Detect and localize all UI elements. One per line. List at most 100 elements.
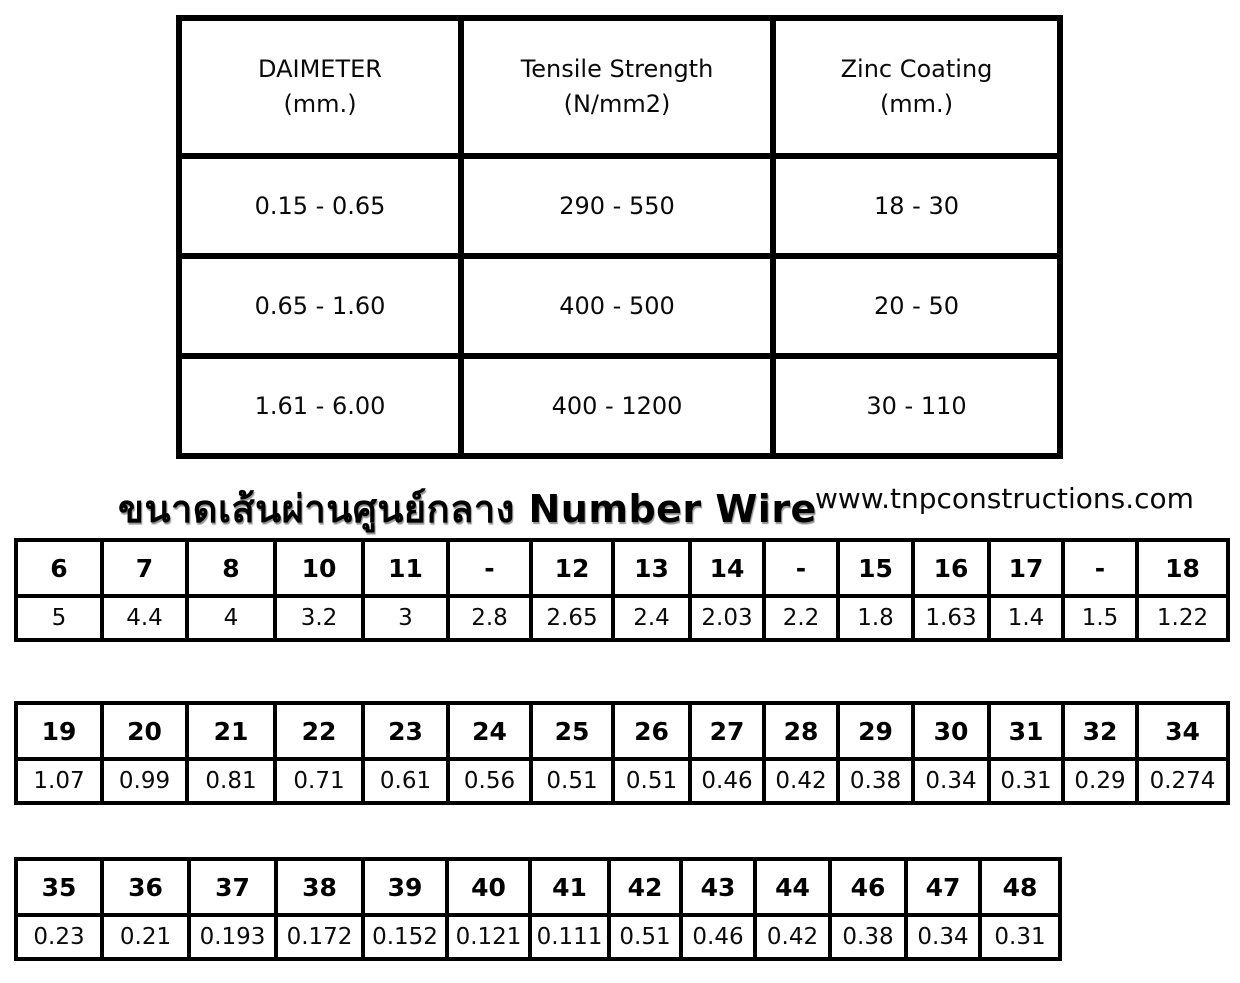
wire-number-cell: 35: [14, 857, 104, 917]
wire-diameter-cell: 0.46: [688, 757, 766, 805]
wire-diameter-row: 1.07 0.99 0.81 0.71 0.61 0.56 0.51 0.51 0.46 0.42…: [14, 757, 1230, 805]
wire-diameter-cell: 0.51: [607, 913, 683, 961]
spec-row: 0.15 - 0.65 290 - 550 18 - 30: [176, 153, 1063, 259]
wire-diameter-cell: 4.4: [100, 594, 189, 642]
wire-number-cell: 16: [911, 538, 991, 598]
wire-number-cell: 38: [274, 857, 365, 917]
wire-diameter-cell: 0.23: [14, 913, 104, 961]
wire-number-cell: 42: [607, 857, 683, 917]
wire-diameter-cell: 0.152: [361, 913, 449, 961]
spec-header-diameter-line1: DAIMETER: [258, 55, 382, 84]
spec-cell-zinc: 18 - 30: [770, 153, 1063, 259]
wire-diameter-cell: 0.38: [836, 757, 915, 805]
wire-diameter-row: 0.23 0.21 0.193 0.172 0.152 0.121 0.111 0.51 0.4…: [14, 913, 1062, 961]
wire-number-cell: 27: [688, 701, 766, 761]
wire-number-row: 19 20 21 22 23 24 25 26 27 28 29 30 31 32 34: [14, 701, 1230, 761]
wire-diameter-cell: 0.51: [529, 757, 615, 805]
wire-number-cell: 17: [987, 538, 1065, 598]
wire-diameter-cell: 0.274: [1135, 757, 1230, 805]
wire-diameter-cell: 0.61: [361, 757, 450, 805]
wire-diameter-cell: 0.56: [446, 757, 533, 805]
spec-header-tensile: Tensile Strength (N/mm2): [458, 15, 776, 159]
wire-diameter-cell: 0.46: [679, 913, 757, 961]
wire-number-cell: 40: [445, 857, 532, 917]
wire-diameter-cell: 3: [361, 594, 450, 642]
wire-number-cell: 26: [611, 701, 692, 761]
wire-diameter-cell: 0.42: [762, 757, 840, 805]
wire-number-cell: -: [446, 538, 533, 598]
wire-number-cell: 11: [361, 538, 450, 598]
spec-cell-diameter: 1.61 - 6.00: [176, 353, 464, 459]
wire-diameter-cell: 0.42: [753, 913, 832, 961]
spec-cell-diameter: 0.65 - 1.60: [176, 253, 464, 359]
wire-number-cell: 36: [100, 857, 191, 917]
spec-header-diameter: DAIMETER (mm.): [176, 15, 464, 159]
wire-number-cell: 48: [978, 857, 1062, 917]
wire-diameter-cell: 1.8: [836, 594, 915, 642]
wire-diameter-cell: 0.193: [187, 913, 278, 961]
wire-number-cell: 18: [1135, 538, 1230, 598]
wire-diameter-cell: 2.8: [446, 594, 533, 642]
wire-number-cell: 22: [273, 701, 365, 761]
wire-diameter-cell: 0.111: [528, 913, 611, 961]
wire-diameter-cell: 2.03: [688, 594, 766, 642]
wire-number-cell: 21: [185, 701, 277, 761]
wire-number-row: 6 7 8 10 11-12 13 14-15 16 17-18: [14, 538, 1230, 598]
spec-header-tensile-line1: Tensile Strength: [520, 55, 714, 84]
spec-row: 1.61 - 6.00 400 - 1200 30 - 110: [176, 353, 1063, 459]
wire-number-cell: 20: [100, 701, 189, 761]
website-url: www.tnpconstructions.com: [815, 482, 1194, 515]
wire-number-cell: 34: [1135, 701, 1230, 761]
wire-diameter-cell: 0.38: [828, 913, 908, 961]
wire-number-cell: 46: [828, 857, 908, 917]
spec-cell-zinc: 30 - 110: [770, 353, 1063, 459]
wire-diameter-cell: 0.121: [445, 913, 532, 961]
spec-cell-diameter: 0.15 - 0.65: [176, 153, 464, 259]
wire-diameter-cell: 0.172: [274, 913, 365, 961]
spec-header-diameter-line2: (mm.): [283, 90, 357, 118]
wire-number-cell: 30: [911, 701, 991, 761]
wire-number-cell: 6: [14, 538, 104, 598]
wire-number-cell: 39: [361, 857, 449, 917]
wire-diameter-cell: 0.34: [904, 913, 982, 961]
wire-number-cell: 41: [528, 857, 611, 917]
wire-number-cell: 32: [1061, 701, 1139, 761]
wire-diameter-cell: 0.31: [987, 757, 1065, 805]
wire-diameter-cell: 0.21: [100, 913, 191, 961]
wire-diameter-cell: 4: [185, 594, 277, 642]
wire-number-row: 35 36 37 38 39 40 41 42 43 44 46 47 48: [14, 857, 1062, 917]
wire-number-cell: -: [762, 538, 840, 598]
wire-diameter-cell: 3.2: [273, 594, 365, 642]
wire-diameter-cell: 0.31: [978, 913, 1062, 961]
wire-diameter-cell: 0.51: [611, 757, 692, 805]
spec-cell-zinc: 20 - 50: [770, 253, 1063, 359]
wire-number-cell: 8: [185, 538, 277, 598]
wire-diameter-cell: 0.34: [911, 757, 991, 805]
wire-table-3: 35 36 37 38 39 40 41 42 43 44 46 47 48 0.23 0.21 0.193 0…: [14, 857, 1062, 961]
wire-number-cell: 31: [987, 701, 1065, 761]
wire-number-cell: 37: [187, 857, 278, 917]
wire-number-cell: 44: [753, 857, 832, 917]
wire-number-cell: 12: [529, 538, 615, 598]
wire-table-2: 19 20 21 22 23 24 25 26 27 28 29 30 31 32 34 1.07 0.99 0.…: [14, 701, 1230, 805]
spec-cell-tensile: 400 - 500: [458, 253, 776, 359]
wire-number-cell: 25: [529, 701, 615, 761]
spec-cell-tensile: 400 - 1200: [458, 353, 776, 459]
spec-header-tensile-line2: (N/mm2): [563, 90, 671, 118]
wire-number-cell: 43: [679, 857, 757, 917]
wire-diameter-cell: 1.4: [987, 594, 1065, 642]
wire-diameter-cell: 1.07: [14, 757, 104, 805]
wire-diameter-cell: 1.63: [911, 594, 991, 642]
spec-row: 0.65 - 1.60 400 - 500 20 - 50: [176, 253, 1063, 359]
wire-number-cell: -: [1061, 538, 1139, 598]
wire-diameter-row: 5 4.4 4 3.2 3 2.8 2.65 2.4 2.03 2.2 1.8 1.63 1.4 1.5 1…: [14, 594, 1230, 642]
wire-number-cell: 10: [273, 538, 365, 598]
page-title: ขนาดเส้นผ่านศูนย์กลาง Number Wire: [118, 487, 817, 531]
wire-number-cell: 29: [836, 701, 915, 761]
wire-number-cell: 15: [836, 538, 915, 598]
wire-diameter-cell: 1.5: [1061, 594, 1139, 642]
wire-diameter-cell: 2.2: [762, 594, 840, 642]
wire-diameter-cell: 2.4: [611, 594, 692, 642]
wire-number-cell: 24: [446, 701, 533, 761]
